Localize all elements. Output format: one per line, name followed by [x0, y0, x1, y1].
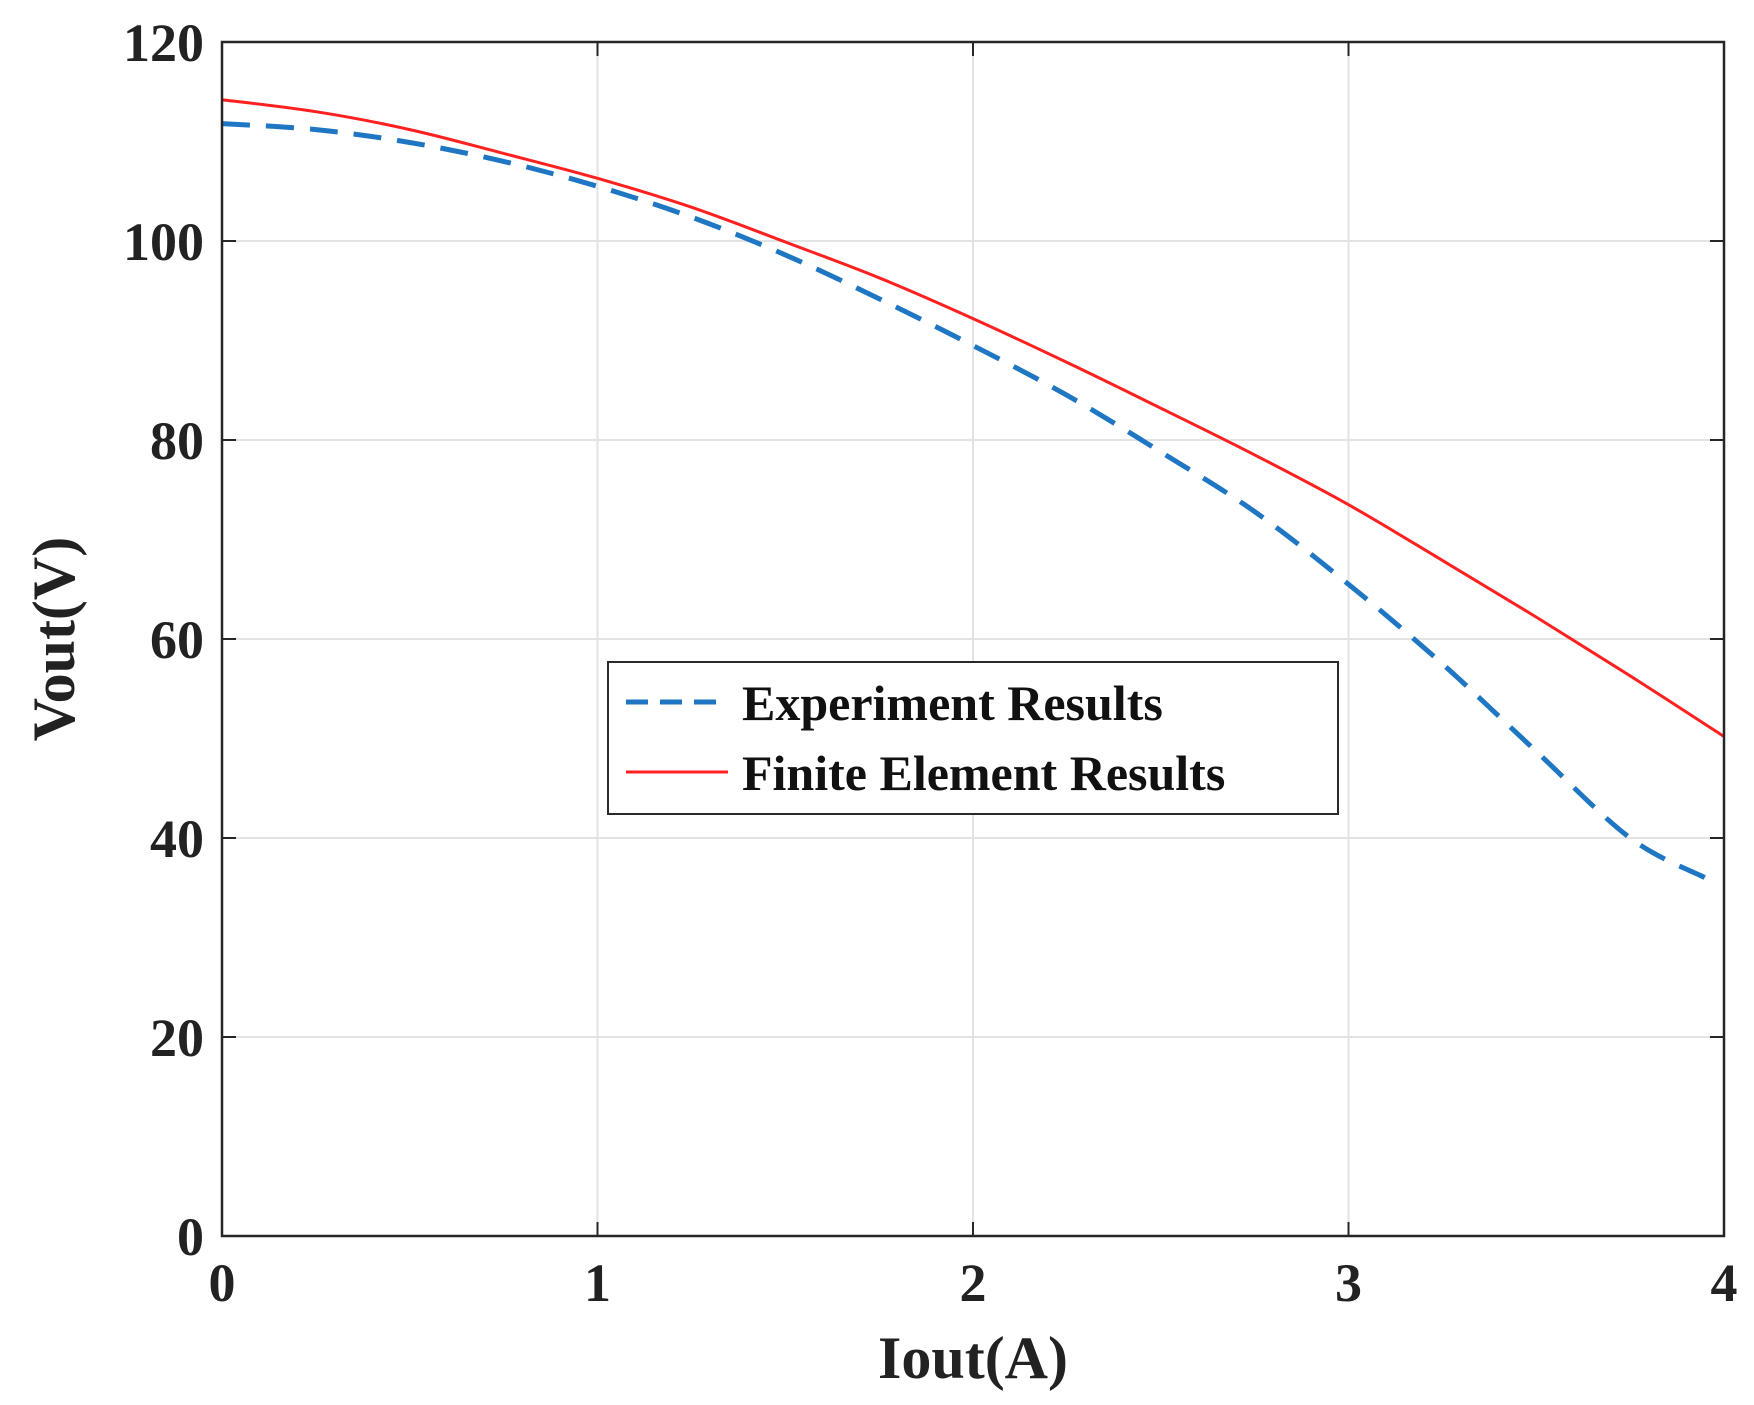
- y-tick-label: 120: [123, 13, 204, 73]
- gridlines: [222, 42, 1724, 1236]
- legend-label-experiment: Experiment Results: [742, 675, 1163, 731]
- y-tick-label: 60: [150, 610, 204, 670]
- series-line-finite-element: [221, 98, 1725, 738]
- x-tick-label: 3: [1335, 1253, 1362, 1313]
- tick-marks: [221, 41, 1725, 1237]
- x-axis-title: Iout(A): [878, 1325, 1068, 1391]
- legend-box: [607, 661, 1339, 815]
- y-tick-label: 40: [150, 809, 204, 869]
- x-tick-label: 4: [1711, 1253, 1738, 1313]
- x-tick-label: 1: [584, 1253, 611, 1313]
- y-tick-label: 80: [150, 411, 204, 471]
- y-tick-label: 20: [150, 1008, 204, 1068]
- legend-label-finite-element: Finite Element Results: [742, 745, 1225, 801]
- y-axis-title: Vout(V): [21, 537, 87, 741]
- x-tick-label: 0: [209, 1253, 236, 1313]
- y-tick-label: 0: [177, 1207, 204, 1267]
- y-tick-label: 100: [123, 212, 204, 272]
- x-tick-label: 2: [960, 1253, 987, 1313]
- legend: Experiment Results Finite Element Result…: [607, 661, 1339, 815]
- series-layer: [221, 98, 1725, 881]
- series-line-experiment: [221, 121, 1707, 881]
